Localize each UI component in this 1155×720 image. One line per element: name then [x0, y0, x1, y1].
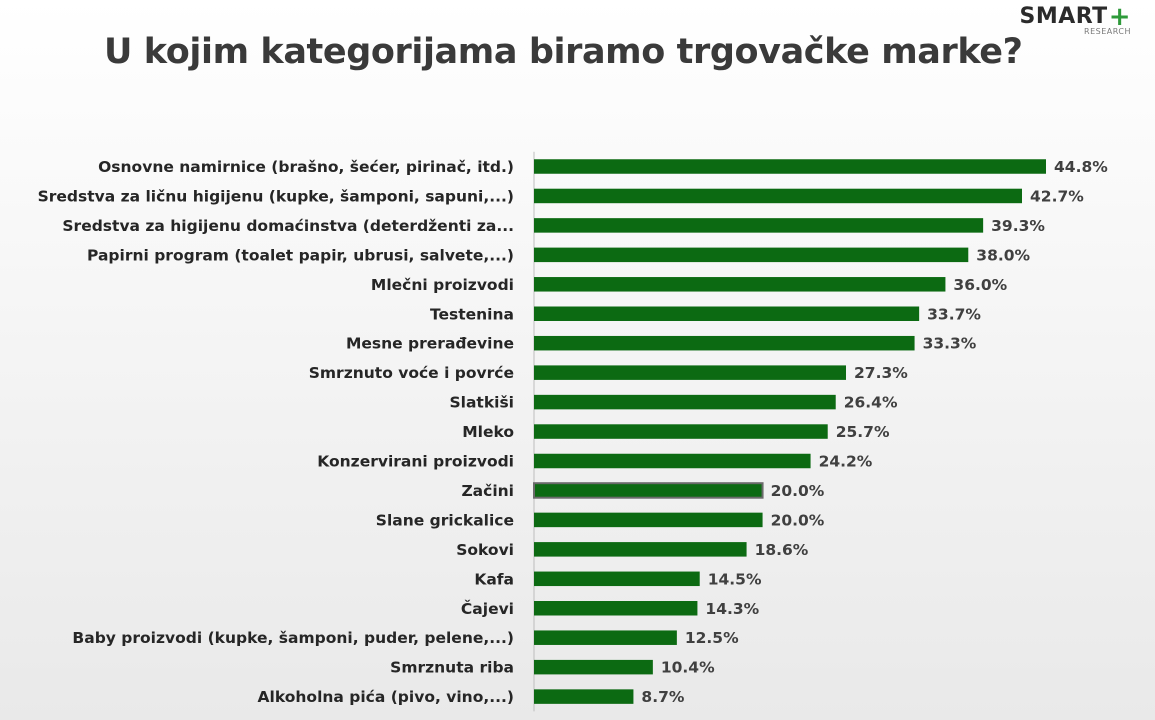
bar	[534, 188, 1022, 204]
bar	[534, 277, 946, 292]
category-label: Kafa	[474, 570, 514, 588]
value-label: 44.8%	[1054, 158, 1108, 176]
category-label: Mlečni proizvodi	[371, 276, 514, 294]
page-title: U kojim kategorijama biramo trgovačke ma…	[104, 32, 1023, 72]
bar	[534, 689, 634, 704]
bar	[534, 542, 747, 557]
bar	[534, 424, 828, 439]
value-label: 38.0%	[976, 246, 1030, 264]
value-label: 24.2%	[819, 453, 873, 471]
category-label: Sokovi	[456, 541, 514, 559]
category-label: Sredstva za ličnu higijenu (kupke, šampo…	[38, 187, 514, 205]
value-label: 39.3%	[991, 217, 1045, 235]
category-label: Mleko	[462, 423, 514, 441]
bar	[534, 659, 653, 675]
category-label: Testenina	[430, 305, 514, 323]
category-label: Mesne prerađevine	[346, 335, 514, 353]
value-label: 12.5%	[685, 629, 739, 647]
value-label: 27.3%	[854, 364, 908, 382]
bar	[534, 365, 846, 380]
category-label: Slatkiši	[449, 394, 514, 412]
category-label: Smrznuta riba	[390, 659, 514, 677]
logo-wordmark: SMART +	[1019, 4, 1131, 30]
value-label: 33.3%	[923, 335, 977, 353]
value-label: 33.7%	[927, 305, 981, 323]
bar	[534, 394, 836, 410]
bar	[533, 482, 764, 499]
bar	[534, 335, 915, 351]
category-label: Papirni program (toalet papir, ubrusi, s…	[87, 246, 514, 264]
logo-plus-icon: +	[1108, 2, 1131, 32]
logo-text: SMART	[1019, 4, 1108, 29]
category-label: Baby proizvodi (kupke, šamponi, puder, p…	[72, 629, 514, 647]
bar	[534, 571, 700, 587]
category-label: Osnovne namirnice (brašno, šećer, pirina…	[98, 158, 514, 176]
category-label: Smrznuto voće i povrće	[309, 364, 514, 382]
bar	[534, 306, 920, 321]
category-label: Začini	[461, 482, 514, 500]
bar	[534, 453, 811, 469]
category-label: Konzervirani proizvodi	[317, 453, 514, 471]
bar	[534, 512, 763, 528]
bar	[534, 218, 984, 233]
value-label: 20.0%	[771, 482, 825, 500]
bar	[534, 630, 677, 645]
value-label: 20.0%	[771, 511, 825, 529]
category-label: Sredstva za higijenu domaćinstva (deterd…	[62, 217, 514, 235]
value-label: 10.4%	[661, 659, 715, 677]
bar	[534, 159, 1046, 174]
category-label: Slane grickalice	[376, 511, 514, 529]
value-label: 14.5%	[708, 570, 762, 588]
value-label: 14.3%	[705, 600, 759, 618]
value-label: 26.4%	[844, 394, 898, 412]
value-label: 8.7%	[641, 688, 684, 706]
bar	[534, 247, 969, 263]
logo: SMART + RESEARCH	[1019, 4, 1131, 36]
category-label: Alkoholna pića (pivo, vino,...)	[258, 688, 514, 706]
category-label: Čajevi	[461, 599, 514, 618]
value-label: 25.7%	[836, 423, 890, 441]
logo-subtitle: RESEARCH	[1084, 27, 1131, 36]
value-label: 18.6%	[755, 541, 809, 559]
value-label: 36.0%	[953, 276, 1007, 294]
value-label: 42.7%	[1030, 187, 1084, 205]
bar	[534, 601, 698, 616]
